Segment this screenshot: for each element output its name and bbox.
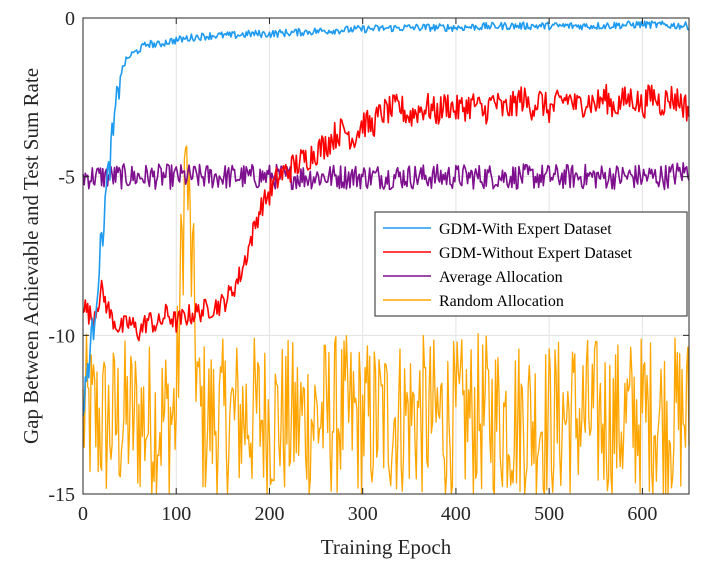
plot-frame bbox=[82, 17, 690, 495]
legend-item-gdm-with-expert: GDM-With Expert Dataset bbox=[383, 221, 612, 238]
series-layer bbox=[82, 20, 690, 495]
x-tick-label: 0 bbox=[78, 503, 88, 525]
x-tick-label: 300 bbox=[348, 503, 378, 525]
x-tick-label: 600 bbox=[627, 503, 657, 525]
y-axis-label: Gap Between Achievable and Test Sum Rate bbox=[19, 68, 43, 444]
x-axis-label: Training Epoch bbox=[321, 535, 452, 559]
series-line-2 bbox=[82, 162, 690, 191]
y-tick-label: 0 bbox=[65, 8, 75, 30]
legend-label: GDM-With Expert Dataset bbox=[439, 221, 612, 238]
legend-label: Random Allocation bbox=[439, 293, 564, 310]
series-line-1 bbox=[82, 83, 690, 342]
legend-box bbox=[374, 211, 688, 317]
series-line-0 bbox=[82, 20, 690, 417]
legend-item-average-allocation: Average Allocation bbox=[383, 269, 563, 286]
x-tick-label: 100 bbox=[161, 503, 191, 525]
legend: GDM-With Expert Dataset GDM-Without Expe… bbox=[374, 211, 688, 317]
y-tick-label: -10 bbox=[48, 325, 75, 347]
y-tick-label: -15 bbox=[48, 484, 75, 506]
x-tick-label: 400 bbox=[441, 503, 471, 525]
legend-label: Average Allocation bbox=[439, 269, 563, 286]
x-tick-label: 500 bbox=[534, 503, 564, 525]
legend-item-random-allocation: Random Allocation bbox=[383, 293, 564, 310]
legend-item-gdm-without-expert: GDM-Without Expert Dataset bbox=[383, 245, 633, 262]
series-line-3 bbox=[82, 145, 690, 495]
y-tick-label: -5 bbox=[58, 167, 75, 189]
x-tick-label: 200 bbox=[254, 503, 284, 525]
legend-label: GDM-Without Expert Dataset bbox=[439, 245, 633, 262]
ticks: 0 100 200 300 400 500 600 0 -5 -10 -15 bbox=[48, 8, 689, 525]
